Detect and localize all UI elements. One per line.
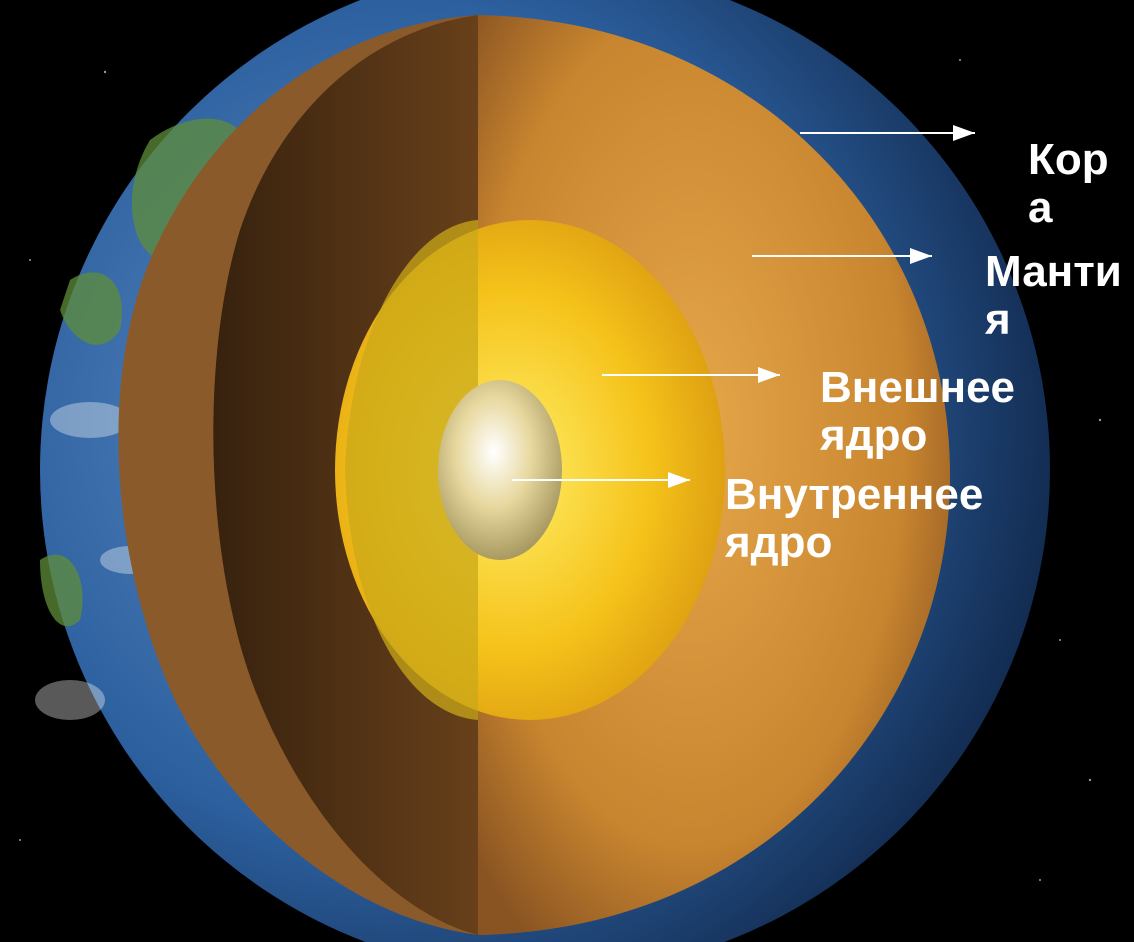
inner-core <box>438 380 562 560</box>
mantle-label: Манти я <box>985 247 1122 344</box>
inner-core-label: Внутреннее ядро <box>725 470 984 567</box>
crust-label: Кор а <box>1028 135 1109 232</box>
outer-core-cut-face <box>345 220 478 720</box>
clouds <box>35 402 160 720</box>
outer-core-label: Внешнее ядро <box>820 363 1016 460</box>
